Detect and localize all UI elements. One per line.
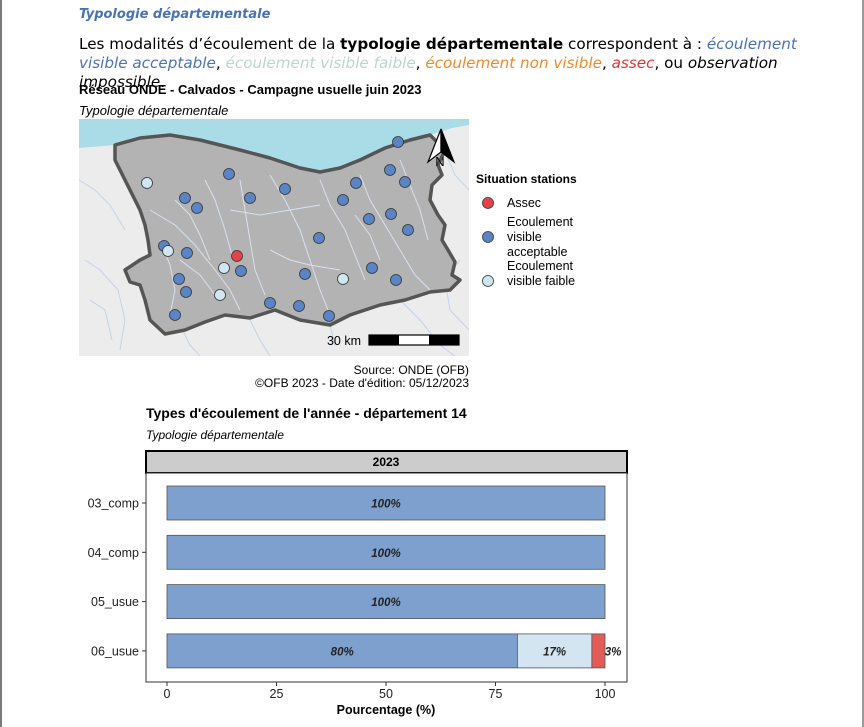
station-marker [218,262,230,274]
chart-title: Types d'écoulement de l'année - départem… [146,405,467,421]
facet-label: 2023 [373,455,400,469]
legend-marker-acceptable [482,231,494,243]
x-axis-tick-label: 25 [270,687,284,701]
section-heading: Typologie départementale [79,7,271,22]
station-marker [299,268,311,280]
station-marker [399,176,411,188]
station-marker [337,273,349,285]
modality-non-visible: écoulement non visible [425,54,602,72]
bar-value-label: 100% [371,548,400,560]
intro-text: correspondent à : [563,35,707,53]
legend-title: Situation stations [476,172,577,186]
scale-bar [368,334,460,346]
map-copyright: ©OFB 2023 - Date d'édition: 05/12/2023 [255,376,469,390]
x-axis-tick-label: 100 [595,687,616,701]
chart-subtitle: Typologie départementale [146,428,284,442]
station-marker [214,289,226,301]
station-marker [162,245,174,257]
legend-label-faible: Ecoulement visible faible [507,259,576,288]
intro-typologie: typologie départementale [340,35,564,53]
bar-segment [166,633,518,669]
station-marker [244,192,256,204]
station-marker [392,136,404,148]
station-marker [231,250,243,262]
intro-end: . [160,73,166,91]
bar-value-label: 100% [371,499,400,511]
modality-assec: assec [611,54,655,72]
station-marker [264,297,276,309]
modality-observation-impossible: observation impossible [79,54,778,91]
station-markers [141,136,414,322]
legend-marker-faible [482,275,494,287]
bar-value-label: 17% [543,646,566,658]
intro-separator: , [215,54,226,72]
station-marker [366,262,378,274]
modality-visible-faible: écoulement visible faible [225,54,416,72]
station-marker [402,224,414,236]
map-subtitle: Typologie départementale [79,103,229,118]
bar-value-label: 100% [371,597,400,609]
modality-visible-acceptable: écoulement visible acceptable [79,35,797,72]
intro-separator: , [601,54,612,72]
station-marker [141,177,153,189]
station-marker [385,208,397,220]
bar-segment [591,633,606,669]
station-marker [169,309,181,321]
station-marker [223,168,235,180]
x-axis-tick-label: 75 [489,687,503,701]
bar-value-label: 3% [605,646,622,658]
page-right-edge [862,0,864,727]
bar-segment [517,633,593,669]
map-title: Réseau ONDE - Calvados - Campagne usuell… [79,82,422,97]
inner-rivers [149,159,431,316]
intro-text: Les modalités d’écoulement de la [79,35,341,53]
station-marker [191,202,203,214]
station-marker [173,273,185,285]
bar-segment [166,584,606,619]
station-marker [363,213,375,225]
intro-separator: , [415,54,426,72]
station-marker [293,300,305,312]
y-axis-tick-label: 06_usue [91,644,139,658]
x-axis-tick-label: 50 [379,687,393,701]
station-marker [350,177,362,189]
intro-paragraph: Les modalités d’écoulement de la typolog… [79,35,809,92]
station-marker [235,265,247,277]
map-legend [482,197,494,287]
bar-value-label: 80% [331,646,354,658]
intro-separator: , ou [654,54,688,72]
chart-axes: 03_comp 04_comp 05_usue 06_usue 0 25 50 75 100 [88,497,616,702]
page-left-edge [0,0,2,727]
station-marker [181,247,193,259]
sea-area [79,119,469,172]
station-marker [179,192,191,204]
x-axis-tick-label: 0 [164,687,171,701]
y-axis-tick-label: 03_comp [88,497,139,511]
legend-label-acceptable: Ecoulement visible acceptable [507,215,574,259]
legend-marker-assec [482,197,494,209]
calvados-land [113,133,462,336]
station-marker [323,310,335,322]
bar-segment [166,485,606,521]
scale-label: 30 km [327,334,361,348]
station-marker [384,164,396,176]
station-marker [279,183,291,195]
y-axis-tick-label: 05_usue [91,595,139,609]
north-arrow-icon [426,128,456,164]
bar-segment [166,534,606,570]
north-label: N [435,154,444,169]
bar-group: 100% 100% 100% 80% 17% 3% [166,485,622,669]
x-axis-label: Pourcentage (%) [337,703,436,717]
legend-label-assec: Assec [507,196,542,210]
y-axis-tick-label: 04_comp [88,546,139,560]
station-marker [337,194,349,206]
station-marker [390,274,402,286]
station-marker [313,232,325,244]
map-source: Source: ONDE (OFB) [353,363,469,377]
station-marker [180,286,192,298]
